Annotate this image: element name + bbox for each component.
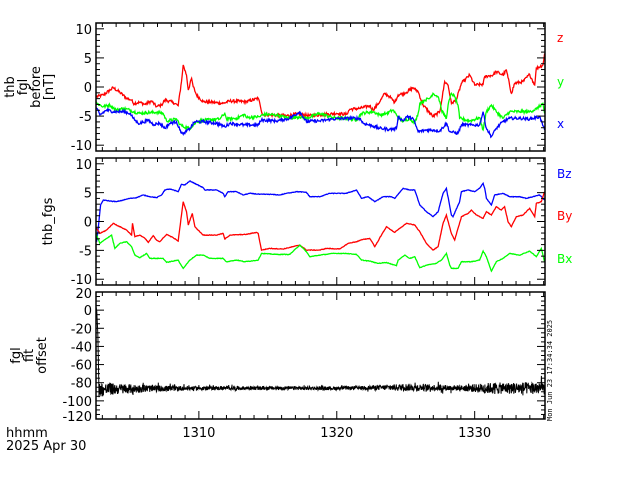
legend-by: By — [557, 209, 572, 223]
y-tick-label: 10 — [75, 23, 92, 38]
y-tick-label: 0 — [84, 216, 92, 231]
y-tick-label: -10 — [71, 273, 92, 288]
legend-bx: Bx — [557, 252, 572, 266]
y-tick-label: -20 — [71, 322, 92, 337]
series-line-y — [96, 92, 545, 132]
time-unit-label: hhmm — [6, 426, 48, 441]
x-axis-labels: 1310 1320 1330 — [182, 426, 491, 441]
x-tick-label: 1320 — [320, 426, 353, 441]
panel-frame — [95, 291, 546, 420]
series-line-x — [96, 107, 545, 139]
y-tick-label: -5 — [79, 110, 92, 125]
y-axis-title-line: thb_fgs — [41, 197, 56, 245]
x-tick-label: 1310 — [182, 426, 215, 441]
y-tick-label: 10 — [75, 158, 92, 173]
series-line-bz — [96, 180, 545, 242]
y-axis-title-line: thb — [3, 76, 18, 98]
y-tick-label: -40 — [71, 340, 92, 355]
panel-fgs: Bz By Bx 10 5 0 -5 -10 thb_fgs — [41, 157, 572, 288]
series-line-z — [96, 53, 545, 119]
panel-frame — [95, 22, 546, 152]
legend-x: x — [557, 117, 564, 131]
y-tick-label: -80 — [71, 377, 92, 392]
legend-y: y — [557, 75, 564, 89]
series-line-offset — [96, 306, 545, 398]
y-tick-label: -120 — [62, 410, 92, 425]
y-axis-title-line: before — [29, 66, 44, 108]
series-line-by — [96, 191, 545, 252]
y-tick-label: 0 — [84, 81, 92, 96]
y-axis-title-line: [nT] — [42, 74, 57, 100]
series-line-bx — [96, 232, 545, 273]
y-axis-title-line: fgl — [9, 347, 24, 363]
date-label: 2025 Apr 30 — [6, 439, 86, 454]
timestamp: Mon Jun 23 17:34:34 2025 — [546, 320, 554, 421]
legend-bz: Bz — [557, 167, 572, 181]
y-tick-label: 5 — [84, 52, 92, 67]
y-axis-title-line: offset — [35, 337, 50, 374]
y-tick-label: 20 — [75, 287, 92, 302]
x-tick-label: 1330 — [458, 426, 491, 441]
y-tick-label: -10 — [71, 139, 92, 154]
panel-frame — [95, 157, 546, 286]
y-tick-label: -100 — [62, 395, 92, 410]
y-tick-label: 0 — [84, 304, 92, 319]
y-axis-title-line: fit — [22, 349, 37, 362]
y-tick-label: -5 — [79, 244, 92, 259]
y-tick-label: -60 — [71, 359, 92, 374]
y-tick-label: 5 — [84, 187, 92, 202]
y-axis-title-line: fgl — [16, 79, 31, 95]
legend-z: z — [557, 31, 563, 45]
